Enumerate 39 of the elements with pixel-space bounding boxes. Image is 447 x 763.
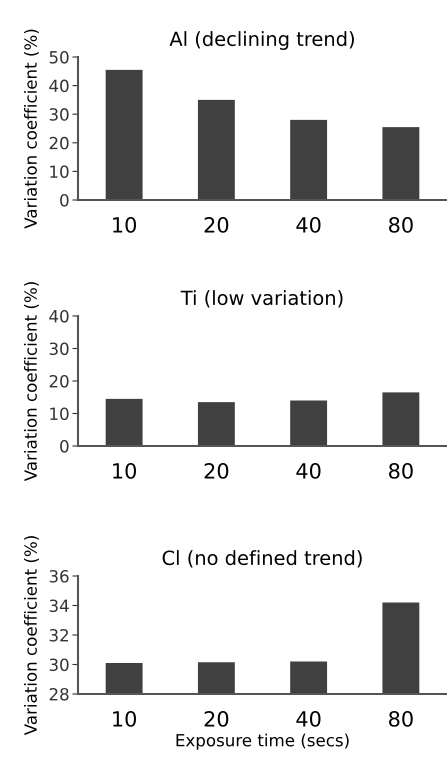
y-tick-label: 30 <box>50 342 69 356</box>
x-tick-label: 80 <box>389 463 413 479</box>
chart-title: Al (declining trend) <box>170 31 354 50</box>
x-tick-label: 40 <box>296 463 320 479</box>
x-tick-label: 10 <box>113 711 136 727</box>
y-axis-title: Variation coefficient (%) <box>24 30 39 229</box>
chart-title: Ti (low variation) <box>180 290 343 308</box>
bar <box>382 127 420 200</box>
chart-title: Cl (no defined trend) <box>162 550 362 568</box>
x-tick-label: 80 <box>389 711 413 727</box>
y-tick-label: 30 <box>50 108 69 121</box>
bar <box>106 70 143 200</box>
y-axis-title: Variation coefficient (%) <box>24 536 39 736</box>
y-tick-label: 34 <box>50 599 69 612</box>
y-tick-label: 10 <box>50 165 69 178</box>
x-tick-label: 40 <box>296 217 320 233</box>
x-tick-label: 80 <box>389 217 413 233</box>
y-axis-title: Variation coefficient (%) <box>24 282 39 482</box>
x-tick-label: 10 <box>113 463 136 479</box>
y-tick-label: 36 <box>50 570 69 583</box>
y-tick-label: 40 <box>49 80 69 92</box>
x-tick-label: 40 <box>296 711 320 727</box>
x-tick-label: 20 <box>204 217 228 233</box>
x-tick-label: 20 <box>204 711 228 727</box>
y-tick-label: 0 <box>60 440 69 453</box>
y-tick-label: 20 <box>50 374 69 388</box>
y-tick-label: 10 <box>50 407 69 420</box>
y-tick-label: 28 <box>50 688 69 701</box>
y-tick-label: 40 <box>49 310 69 323</box>
bar <box>290 120 328 200</box>
x-axis-title: Exposure time (secs) <box>176 734 349 750</box>
bar <box>198 100 235 200</box>
x-tick-label: 10 <box>113 217 136 233</box>
y-tick-label: 32 <box>50 628 68 642</box>
y-tick-label: 0 <box>60 194 69 207</box>
y-tick-label: 30 <box>50 658 69 672</box>
x-tick-label: 20 <box>204 463 228 479</box>
y-tick-label: 50 <box>50 50 69 64</box>
y-tick-label: 20 <box>50 136 69 150</box>
